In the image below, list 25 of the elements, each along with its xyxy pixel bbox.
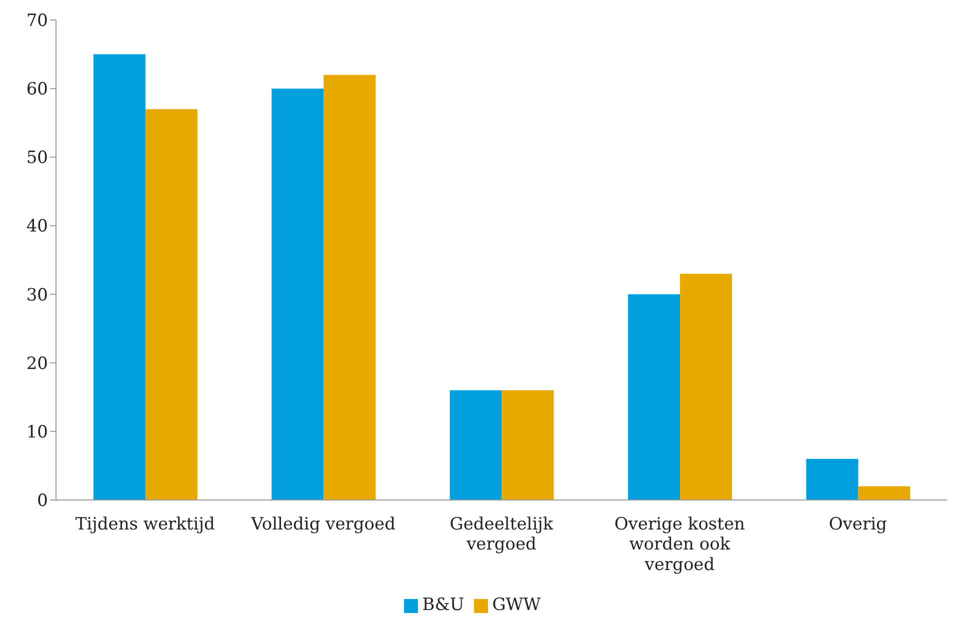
x-tick-label: Overig — [828, 514, 888, 534]
y-tick-label: 70 — [26, 11, 48, 32]
y-tick-label: 50 — [26, 148, 48, 168]
y-tick-label: 60 — [26, 80, 48, 100]
y-tick-label: 30 — [26, 285, 48, 306]
x-tick-label: Overige kosten worden ook vergoed — [614, 514, 746, 576]
x-tick-label: Gedeeltelijk vergoed — [450, 514, 554, 555]
bar — [858, 486, 910, 500]
y-tick-label: 20 — [26, 354, 48, 374]
y-tick-label: 40 — [26, 216, 48, 237]
bar — [450, 390, 502, 500]
bar — [93, 54, 146, 500]
bar — [502, 390, 554, 500]
bar — [324, 74, 376, 500]
y-tick-label: 0 — [37, 491, 48, 512]
x-tick-label: Tijdens werktijd — [75, 514, 215, 534]
bar — [628, 294, 680, 500]
bar — [806, 458, 858, 500]
y-tick-label: 10 — [26, 422, 48, 442]
bar — [145, 109, 198, 500]
legend-label: B&U — [422, 595, 464, 615]
bar — [680, 274, 732, 500]
legend-label: GWW — [492, 595, 541, 615]
bar — [272, 88, 324, 500]
x-tick-label: Volledig vergoed — [250, 514, 396, 534]
